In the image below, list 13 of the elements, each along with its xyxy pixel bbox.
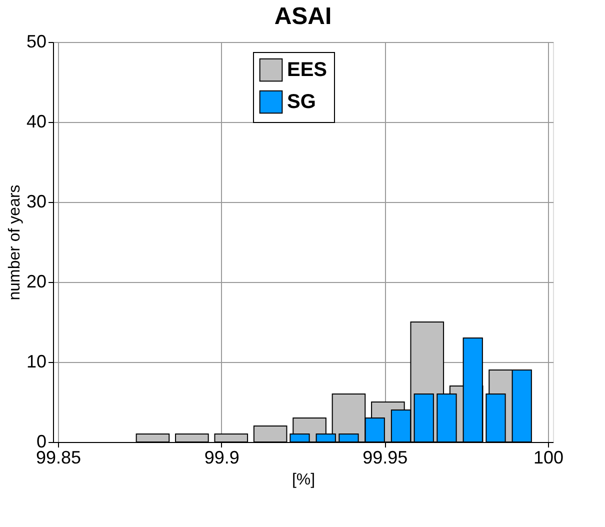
legend-label: EES bbox=[287, 59, 328, 81]
y-tick-label: 10 bbox=[26, 352, 46, 372]
legend-label: SG bbox=[287, 91, 316, 113]
y-axis-title: number of years bbox=[6, 184, 24, 300]
chart-title: ASAI bbox=[274, 3, 332, 30]
x-axis-title: [%] bbox=[292, 472, 316, 488]
y-tick-label: 30 bbox=[26, 192, 46, 212]
x-tick-label: 99.9 bbox=[204, 448, 240, 468]
x-tick-label: 100 bbox=[533, 448, 564, 468]
y-tick-label: 40 bbox=[26, 112, 46, 132]
x-tick-label: 99.95 bbox=[362, 448, 408, 468]
y-tick-label: 50 bbox=[26, 32, 46, 52]
y-tick-label: 20 bbox=[26, 272, 46, 292]
